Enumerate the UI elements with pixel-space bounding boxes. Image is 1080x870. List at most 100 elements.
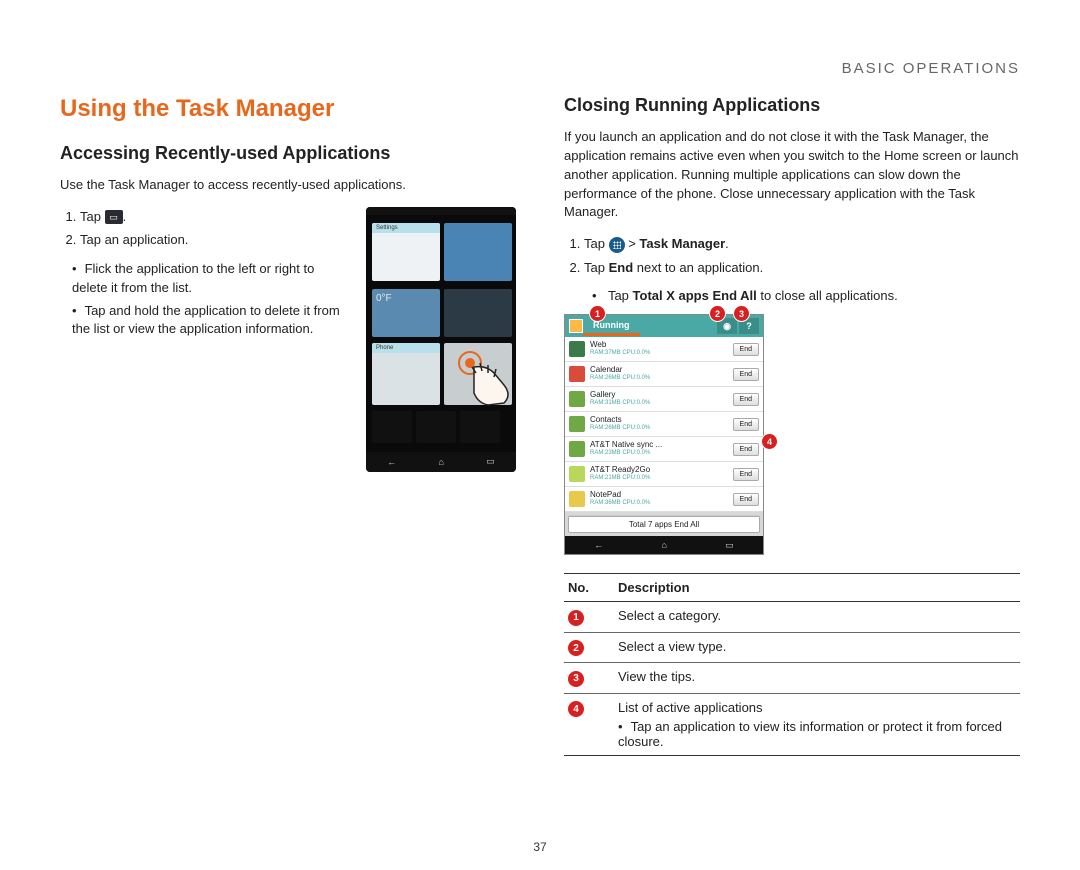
- end-button: End: [733, 343, 759, 356]
- table-row: 4 List of active applicationsTap an appli…: [564, 693, 1020, 755]
- tm-app-row: WebRAM:37MB CPU:0.0%End: [565, 337, 763, 362]
- left-subtitle: Accessing Recently-used Applications: [60, 143, 516, 164]
- number-badge: 3: [568, 671, 584, 687]
- bullet-hold: Tap and hold the application to delete i…: [72, 302, 352, 340]
- tm-app-row: ContactsRAM:26MB CPU:0.0%End: [565, 412, 763, 437]
- row-description: List of active applicationsTap an applic…: [614, 693, 1020, 755]
- table-row: 2Select a view type.: [564, 632, 1020, 663]
- end-button: End: [733, 443, 759, 456]
- app-icon: [569, 391, 585, 407]
- app-info: AT&T Ready2GoRAM:21MB CPU:0.0%: [590, 466, 733, 481]
- right-intro: If you launch an application and do not …: [564, 128, 1020, 222]
- app-meta: RAM:21MB CPU:0.0%: [590, 475, 733, 482]
- recent-apps-screenshot: Settings 0°F Phone ← ⌂ ▭: [366, 207, 516, 472]
- app-name: Calendar: [590, 366, 733, 375]
- back-icon: ←: [387, 457, 396, 467]
- right-column: Closing Running Applications If you laun…: [564, 95, 1020, 756]
- recent-card: [372, 411, 412, 443]
- r-bullet-pre: Tap: [608, 288, 633, 303]
- row-sub-bullet: Tap an application to view its informati…: [618, 719, 1016, 749]
- app-meta: RAM:26MB CPU:0.0%: [590, 425, 733, 432]
- app-info: GalleryRAM:31MB CPU:0.0%: [590, 391, 733, 406]
- back-icon: ←: [594, 540, 603, 550]
- r-step1-pre: Tap: [584, 236, 609, 251]
- tm-app-row: AT&T Native sync ...RAM:23MB CPU:0.0%End: [565, 437, 763, 462]
- app-name: Gallery: [590, 391, 733, 400]
- table-row: 1 Select a category.: [564, 602, 1020, 633]
- row-description: Select a category.: [614, 602, 1020, 633]
- app-meta: RAM:37MB CPU:0.0%: [590, 350, 733, 357]
- row-description: Select a view type.: [614, 632, 1020, 663]
- tm-app-row: GalleryRAM:31MB CPU:0.0%End: [565, 387, 763, 412]
- r-bullet: Tap Total X apps End All to close all ap…: [592, 287, 1020, 306]
- task-manager-screenshot-wrap: 1234 Running ◉ ? WebRAM:37MB CPU:0.0%End…: [564, 314, 764, 555]
- end-button: End: [733, 493, 759, 506]
- r-bullet-post: to close all applications.: [757, 288, 898, 303]
- recent-card: [444, 223, 512, 281]
- r-step2-post: next to an application.: [633, 260, 763, 275]
- app-name: AT&T Native sync ...: [590, 441, 733, 450]
- app-info: WebRAM:37MB CPU:0.0%: [590, 341, 733, 356]
- section-header: BASIC OPERATIONS: [60, 60, 1020, 77]
- row-number: 3: [564, 663, 614, 694]
- recent-apps-icon: ▭: [105, 210, 123, 224]
- app-meta: RAM:23MB CPU:0.0%: [590, 450, 733, 457]
- tm-app-row: CalendarRAM:26MB CPU:0.0%End: [565, 362, 763, 387]
- tm-nav-bar: ← ⌂ ▭: [565, 536, 763, 554]
- app-name: NotePad: [590, 491, 733, 500]
- end-button: End: [733, 393, 759, 406]
- callout-badge: 4: [762, 434, 777, 449]
- tm-app-row: NotePadRAM:36MB CPU:0.0%End: [565, 487, 763, 512]
- left-intro: Use the Task Manager to access recently-…: [60, 176, 516, 195]
- end-button: End: [733, 368, 759, 381]
- recent-card: [460, 411, 500, 443]
- tm-running-tab: Running: [583, 317, 640, 336]
- home-icon: ⌂: [662, 540, 667, 550]
- callout-badge: 2: [710, 306, 725, 321]
- recent-card: 0°F: [372, 289, 440, 337]
- bullet-flick: Flick the application to the left or rig…: [72, 260, 352, 298]
- tm-end-all-button: Total 7 apps End All: [568, 515, 760, 533]
- app-icon: [569, 416, 585, 432]
- r-step2-pre: Tap: [584, 260, 609, 275]
- nav-bar: ← ⌂ ▭: [366, 452, 516, 472]
- app-icon: [569, 366, 585, 382]
- app-info: CalendarRAM:26MB CPU:0.0%: [590, 366, 733, 381]
- recent-card: [444, 289, 512, 337]
- app-icon: [569, 466, 585, 482]
- tm-app-row: AT&T Ready2GoRAM:21MB CPU:0.0%End: [565, 462, 763, 487]
- number-badge: 4: [568, 701, 584, 717]
- recent-card: Phone: [372, 343, 440, 405]
- apps-grid-icon: [609, 237, 625, 253]
- row-number: 1: [564, 602, 614, 633]
- hand-gesture-icon: [454, 343, 516, 413]
- app-info: AT&T Native sync ...RAM:23MB CPU:0.0%: [590, 441, 733, 456]
- left-column: Using the Task Manager Accessing Recentl…: [60, 95, 516, 756]
- row-number: 4: [564, 693, 614, 755]
- content-columns: Using the Task Manager Accessing Recentl…: [60, 95, 1020, 756]
- recent-icon: ▭: [486, 456, 495, 467]
- recent-card: Settings: [372, 223, 440, 281]
- right-subtitle: Closing Running Applications: [564, 95, 1020, 116]
- r-step1-mid: >: [625, 236, 640, 251]
- left-steps: Tap ▭. Tap an application. Flick the app…: [60, 207, 352, 343]
- table-row: 3 View the tips.: [564, 663, 1020, 694]
- app-meta: RAM:31MB CPU:0.0%: [590, 400, 733, 407]
- row-number: 2: [564, 632, 614, 663]
- app-icon: [569, 341, 585, 357]
- app-name: Web: [590, 341, 733, 350]
- number-badge: 1: [568, 610, 584, 626]
- step-1: Tap ▭.: [80, 207, 352, 227]
- r-step1-post: .: [725, 236, 729, 251]
- app-info: ContactsRAM:26MB CPU:0.0%: [590, 416, 733, 431]
- step-2: Tap an application.: [80, 230, 352, 250]
- app-icon: [569, 491, 585, 507]
- app-meta: RAM:26MB CPU:0.0%: [590, 375, 733, 382]
- row-description: View the tips.: [614, 663, 1020, 694]
- app-name: Contacts: [590, 416, 733, 425]
- app-info: NotePadRAM:36MB CPU:0.0%: [590, 491, 733, 506]
- app-name: AT&T Ready2Go: [590, 466, 733, 475]
- r-step1-bold: Task Manager: [639, 236, 725, 251]
- end-button: End: [733, 418, 759, 431]
- r-bullet-bold: Total X apps End All: [633, 288, 757, 303]
